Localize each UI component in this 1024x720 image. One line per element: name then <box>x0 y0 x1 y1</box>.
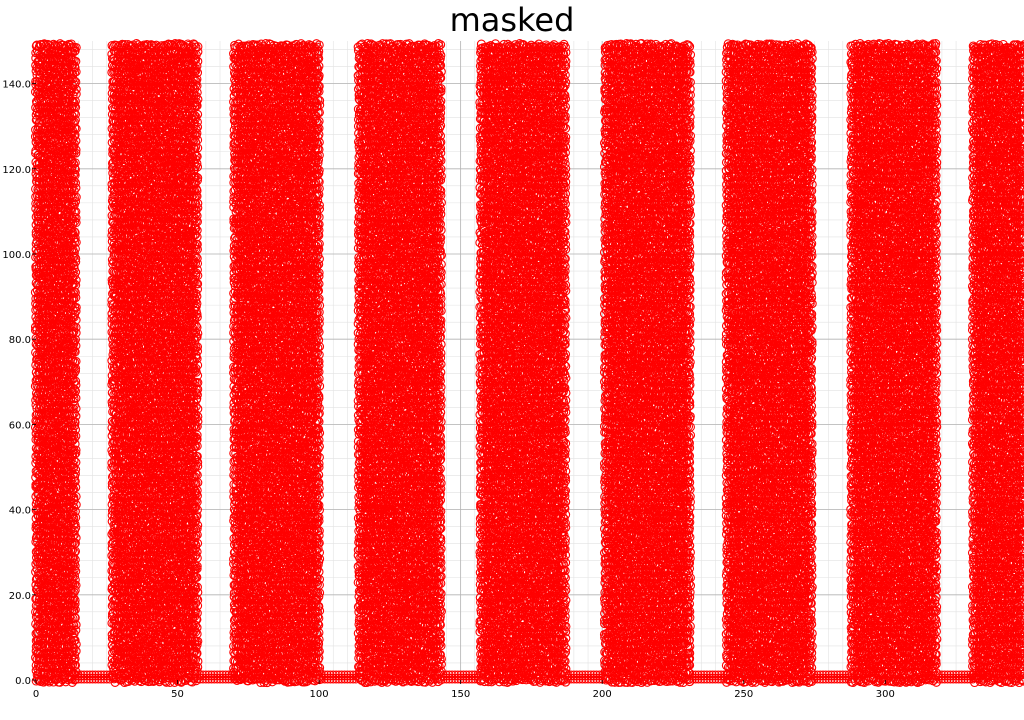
data-points <box>31 40 1024 687</box>
series-segment-0-0 <box>31 40 80 687</box>
